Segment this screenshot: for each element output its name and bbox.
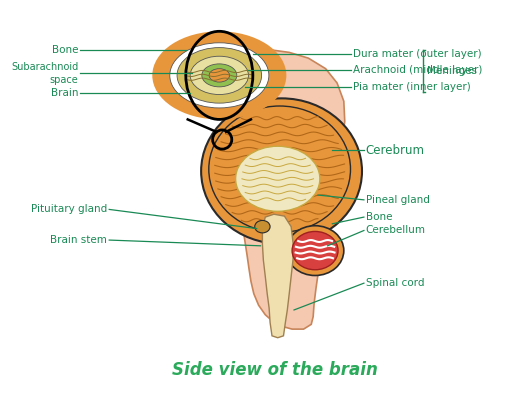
- Ellipse shape: [202, 64, 237, 87]
- Text: Spinal cord: Spinal cord: [366, 278, 425, 288]
- Text: Side view of the brain: Side view of the brain: [172, 361, 378, 379]
- Ellipse shape: [201, 98, 362, 244]
- Text: Brain: Brain: [51, 88, 78, 97]
- Text: Subarachnoid
space: Subarachnoid space: [11, 62, 78, 84]
- Text: Pituitary gland: Pituitary gland: [31, 204, 107, 215]
- Ellipse shape: [152, 31, 286, 119]
- Polygon shape: [262, 214, 293, 338]
- Ellipse shape: [214, 69, 224, 82]
- Text: Pineal gland: Pineal gland: [366, 195, 430, 205]
- Ellipse shape: [177, 48, 262, 103]
- Text: Cerebellum: Cerebellum: [366, 226, 426, 235]
- Text: Dura mater (outer layer): Dura mater (outer layer): [354, 49, 482, 59]
- Text: Brain stem: Brain stem: [50, 235, 107, 245]
- Text: Cerebrum: Cerebrum: [366, 143, 425, 156]
- Text: Meninges: Meninges: [427, 66, 477, 75]
- Ellipse shape: [292, 231, 338, 270]
- Ellipse shape: [286, 226, 344, 275]
- Text: Arachnoid (middle layer): Arachnoid (middle layer): [354, 64, 483, 75]
- Text: Bone: Bone: [366, 212, 392, 222]
- Text: Pia mater (inner layer): Pia mater (inner layer): [354, 82, 471, 92]
- Ellipse shape: [190, 56, 249, 95]
- Ellipse shape: [236, 146, 320, 211]
- Text: Bone: Bone: [52, 44, 78, 55]
- Ellipse shape: [170, 43, 269, 108]
- Ellipse shape: [209, 69, 229, 82]
- Ellipse shape: [255, 220, 270, 233]
- Polygon shape: [201, 50, 344, 329]
- Ellipse shape: [209, 106, 350, 232]
